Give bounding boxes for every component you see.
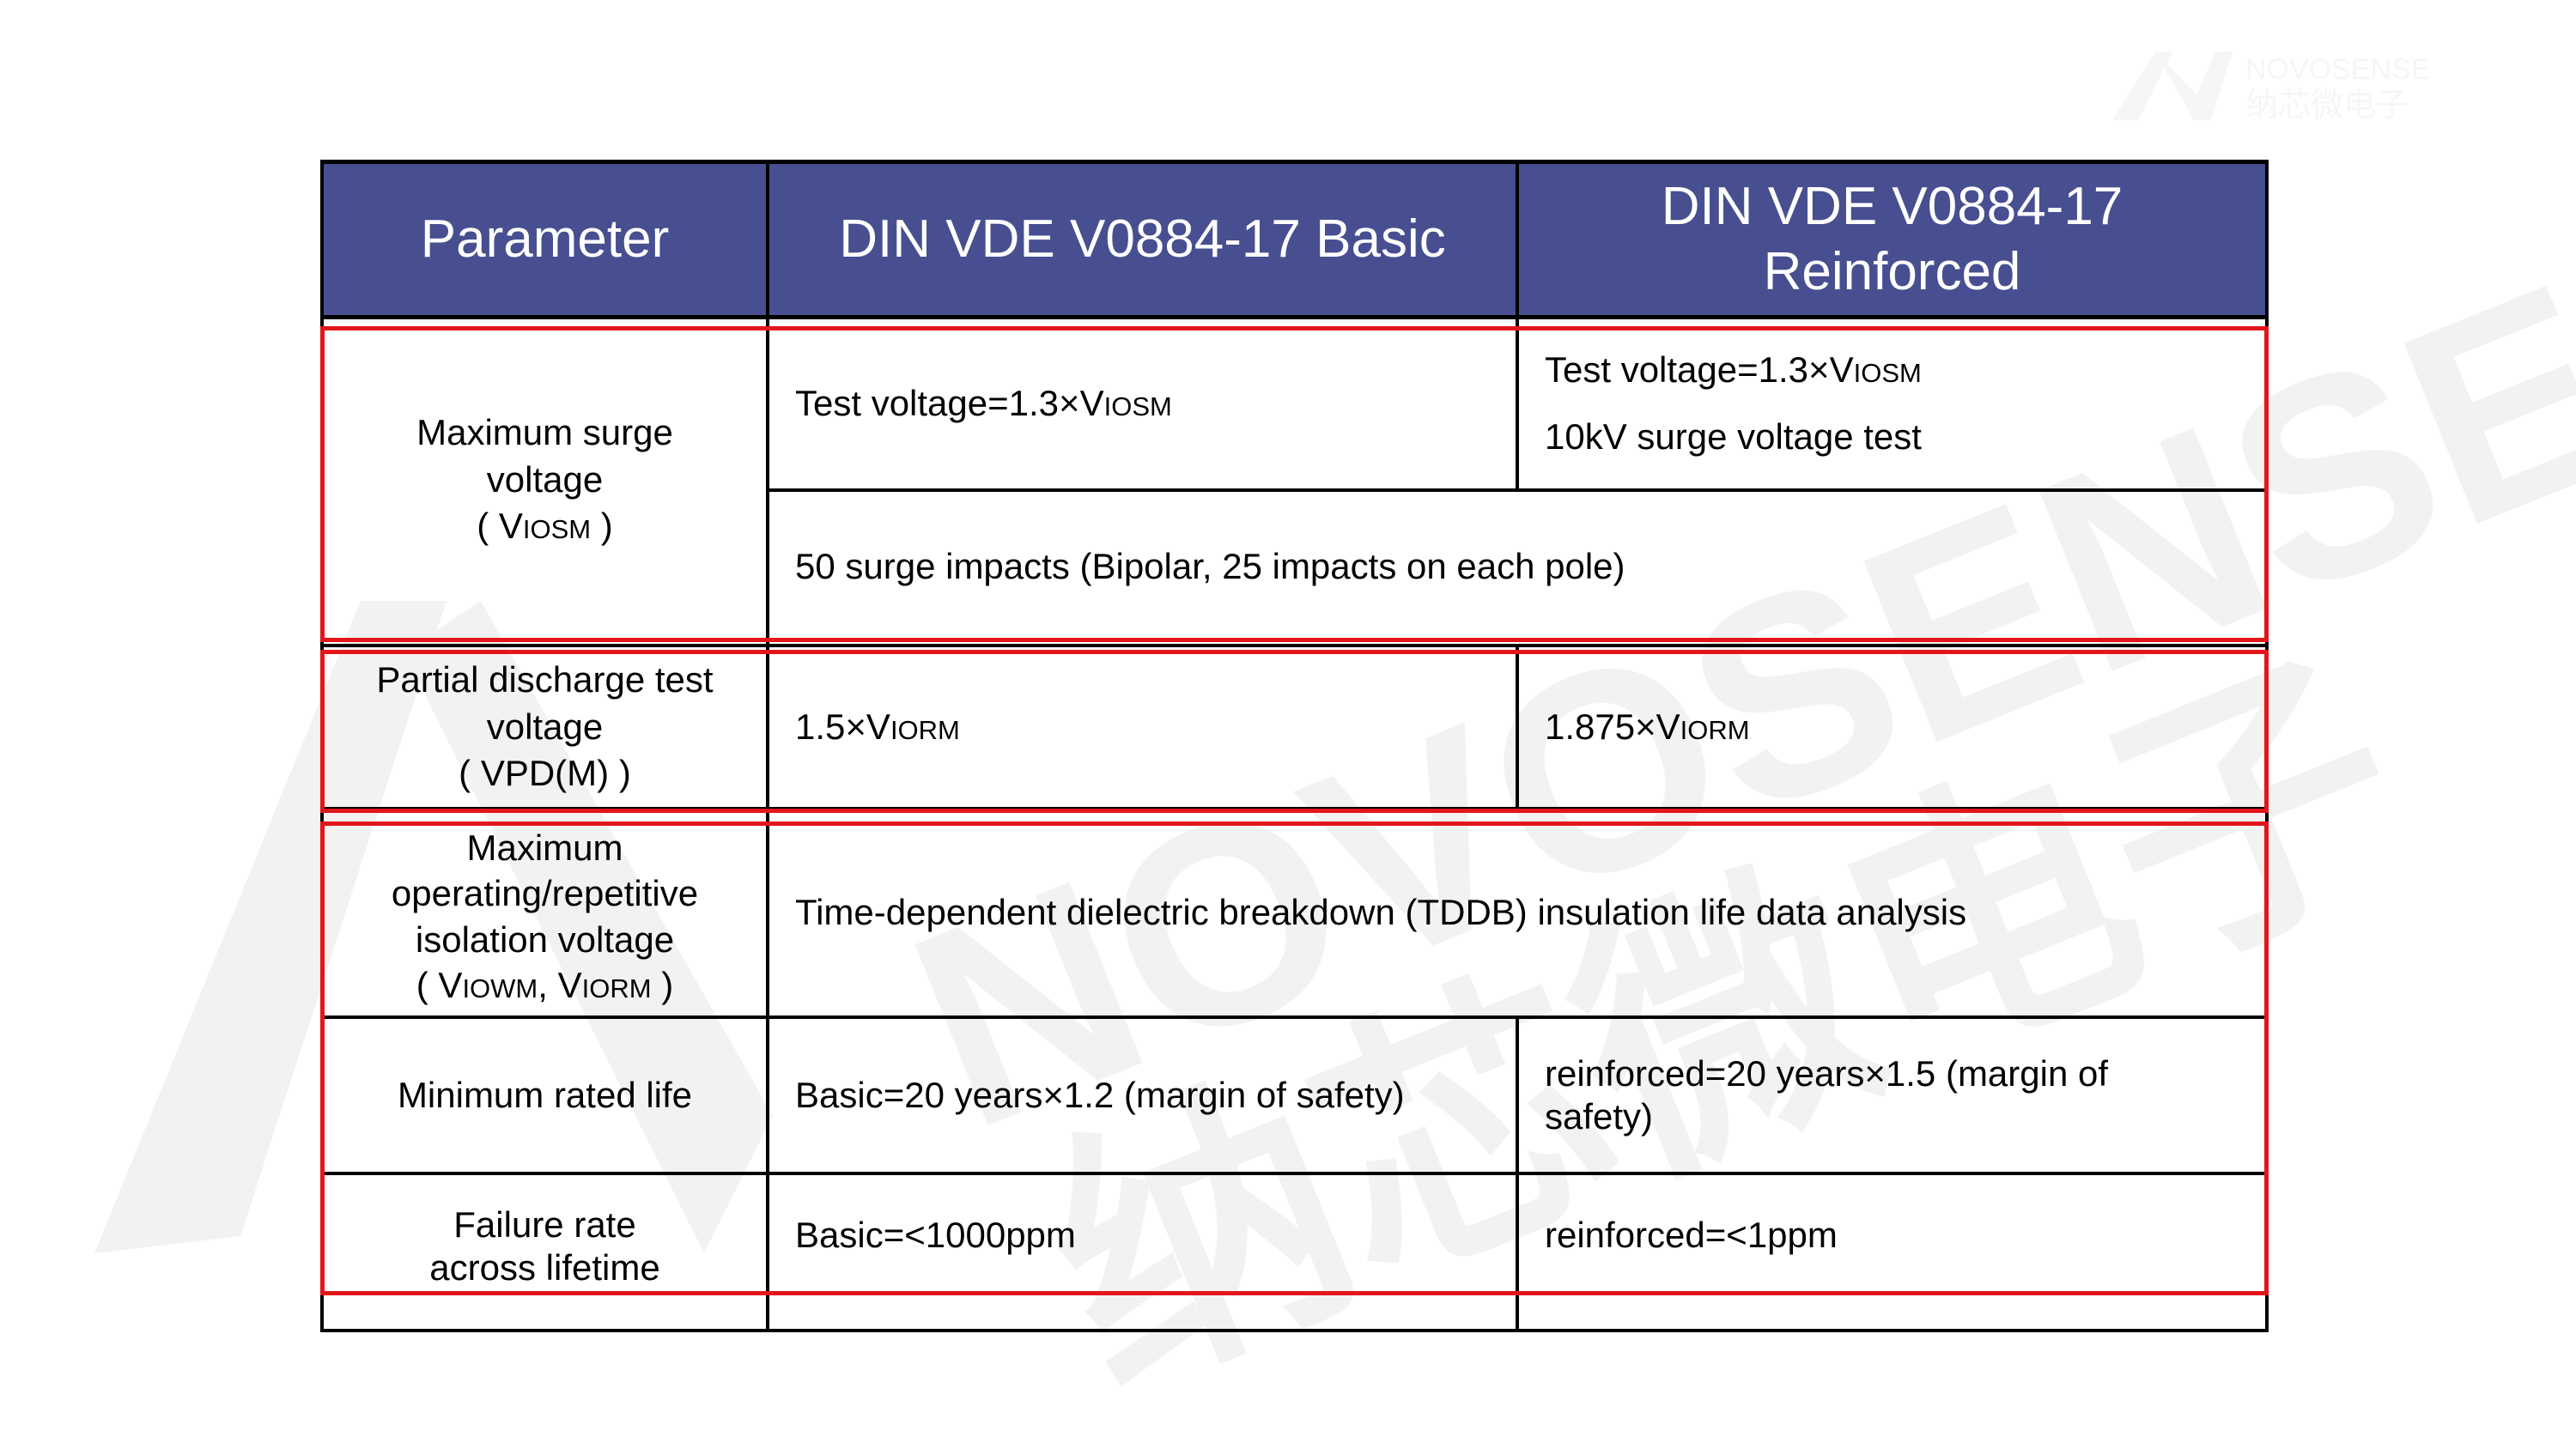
table-border <box>320 160 2269 164</box>
param-symbol: ( VIOSM ) <box>477 506 613 547</box>
svg-text:纳芯微电子: 纳芯微电子 <box>2245 86 2409 124</box>
basic-failure-rate: Basic=<1000ppm <box>795 1215 1076 1256</box>
table-border <box>320 315 2269 319</box>
param-partial-discharge: Partial discharge test voltage( VPD(M) ) <box>376 659 714 794</box>
row-divider <box>320 1172 2269 1175</box>
basic-min-rated-life: Basic=20 years×1.2 (margin of safety) <box>795 1074 1405 1115</box>
header-label: Parameter <box>420 209 670 269</box>
column-divider <box>1516 160 1519 490</box>
row-divider <box>320 644 2269 647</box>
row-divider <box>768 488 2267 492</box>
header-parameter: Parameter <box>322 161 768 317</box>
column-divider <box>1516 646 1519 809</box>
row-divider <box>320 1016 2269 1019</box>
header-label: DIN VDE V0884-17 Basic <box>839 209 1446 269</box>
reinforced-surge-test: Test voltage=1.3×VIOSM 10kV surge voltage… <box>1545 349 1922 457</box>
param-max-surge-voltage: Maximum surge voltage ( VIOSM ) <box>322 317 768 643</box>
highlight-box-surge <box>320 326 2269 642</box>
param-line: voltage <box>486 458 604 500</box>
basic-partial-discharge: 1.5×VIORM <box>795 706 960 747</box>
table-border <box>320 1329 2269 1332</box>
shared-tddb: Time-dependent dielectric breakdown (TDD… <box>795 892 1967 933</box>
basic-surge-test: Test voltage=1.3×VIOSM <box>795 382 1172 423</box>
reinforced-min-rated-life: reinforced=20 years×1.5 (margin of safet… <box>1545 1052 2109 1137</box>
highlight-box-operating-life <box>320 822 2269 1295</box>
param-min-rated-life: Minimum rated life <box>397 1074 693 1115</box>
reinforced-partial-discharge: 1.875×VIORM <box>1545 706 1750 747</box>
column-divider <box>766 160 769 1332</box>
param-line: Maximum surge <box>416 412 673 453</box>
highlight-box-partial-discharge <box>320 650 2269 813</box>
param-max-operating-voltage: Maximum operating/repetitive isolation vol… <box>391 827 699 1005</box>
header-label: DIN VDE V0884-17 Reinforced <box>1661 176 2123 301</box>
param-failure-rate: Failure rate across lifetime <box>429 1203 660 1288</box>
header-reinforced: DIN VDE V0884-17 Reinforced <box>1517 161 2267 317</box>
shared-surge-impacts: 50 surge impacts (Bipolar, 25 impacts on… <box>795 545 1625 586</box>
header-basic: DIN VDE V0884-17 Basic <box>768 161 1517 317</box>
svg-text:NOVOSENSE: NOVOSENSE <box>2245 53 2430 86</box>
reinforced-failure-rate: reinforced=<1ppm <box>1545 1215 1838 1256</box>
